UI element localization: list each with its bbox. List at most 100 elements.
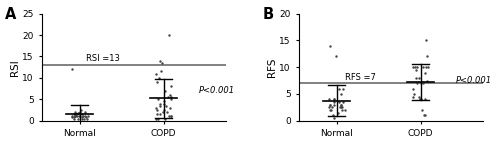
Point	[68, 115, 76, 118]
Point	[154, 77, 162, 79]
Point	[340, 87, 347, 90]
Point	[410, 66, 418, 68]
Point	[326, 104, 334, 106]
Point	[410, 93, 418, 95]
Point	[156, 113, 164, 115]
Text: RFS =7: RFS =7	[345, 73, 376, 82]
Point	[154, 98, 162, 100]
Point	[80, 111, 88, 113]
Point	[160, 100, 168, 103]
Point	[339, 101, 347, 103]
Point	[72, 114, 80, 117]
Point	[165, 115, 173, 118]
Text: B: B	[262, 7, 274, 22]
Point	[166, 107, 174, 109]
Point	[417, 98, 425, 100]
Point	[156, 105, 164, 107]
Point	[156, 70, 164, 73]
Point	[330, 98, 338, 100]
Point	[336, 93, 344, 95]
Point	[411, 66, 419, 68]
Point	[416, 95, 424, 98]
Point	[166, 94, 174, 96]
Point	[420, 114, 428, 117]
Point	[72, 113, 80, 115]
Point	[424, 79, 432, 82]
Point	[68, 116, 76, 118]
Y-axis label: RSI: RSI	[10, 59, 20, 76]
Point	[336, 106, 344, 108]
Point	[78, 113, 86, 115]
Text: P<0.001: P<0.001	[456, 76, 492, 85]
Point	[70, 114, 78, 117]
Point	[338, 106, 346, 108]
Point	[76, 111, 84, 113]
Point	[338, 109, 346, 111]
Point	[326, 104, 334, 106]
Point	[330, 101, 338, 103]
Point	[161, 90, 169, 92]
Point	[162, 105, 170, 107]
Point	[80, 115, 88, 118]
Point	[326, 109, 334, 111]
Point	[421, 114, 429, 117]
Text: RSI =13: RSI =13	[86, 54, 120, 63]
Point	[152, 72, 160, 75]
Point	[336, 104, 344, 106]
Point	[167, 96, 175, 98]
Point	[70, 113, 78, 115]
Point	[152, 117, 160, 120]
Point	[76, 114, 84, 117]
Point	[424, 66, 432, 68]
Point	[156, 60, 164, 62]
Point	[335, 101, 343, 103]
Point	[68, 68, 76, 70]
Point	[332, 55, 340, 58]
Point	[422, 39, 430, 42]
Point	[152, 81, 160, 83]
Point	[160, 109, 168, 111]
Point	[335, 87, 343, 90]
Point	[154, 117, 162, 120]
Point	[418, 109, 426, 111]
Point	[154, 109, 162, 111]
Point	[167, 115, 175, 118]
Point	[74, 114, 82, 117]
Point	[156, 102, 164, 105]
Point	[82, 116, 90, 118]
Point	[413, 66, 421, 68]
Point	[338, 106, 345, 108]
Point	[330, 98, 338, 100]
Point	[71, 115, 79, 118]
Point	[84, 117, 92, 120]
Point	[412, 69, 420, 71]
Point	[78, 116, 86, 118]
Point	[328, 106, 336, 108]
Point	[422, 66, 430, 68]
Point	[75, 112, 83, 114]
Point	[408, 87, 416, 90]
Point	[153, 113, 161, 115]
Point	[70, 116, 78, 118]
Point	[338, 104, 345, 106]
Point	[421, 98, 429, 100]
Point	[70, 117, 78, 120]
Point	[71, 111, 79, 113]
Point	[334, 112, 342, 114]
Point	[82, 115, 90, 118]
Point	[162, 111, 170, 113]
Point	[166, 85, 174, 88]
Point	[168, 115, 175, 118]
Point	[158, 62, 166, 64]
Point	[160, 102, 168, 105]
Point	[165, 34, 173, 36]
Point	[419, 66, 427, 68]
Point	[408, 95, 416, 98]
Point	[74, 117, 82, 120]
Point	[84, 115, 92, 118]
Point	[415, 77, 423, 79]
Point	[414, 82, 422, 84]
Point	[329, 114, 337, 117]
Point	[164, 96, 172, 98]
Point	[326, 45, 334, 47]
